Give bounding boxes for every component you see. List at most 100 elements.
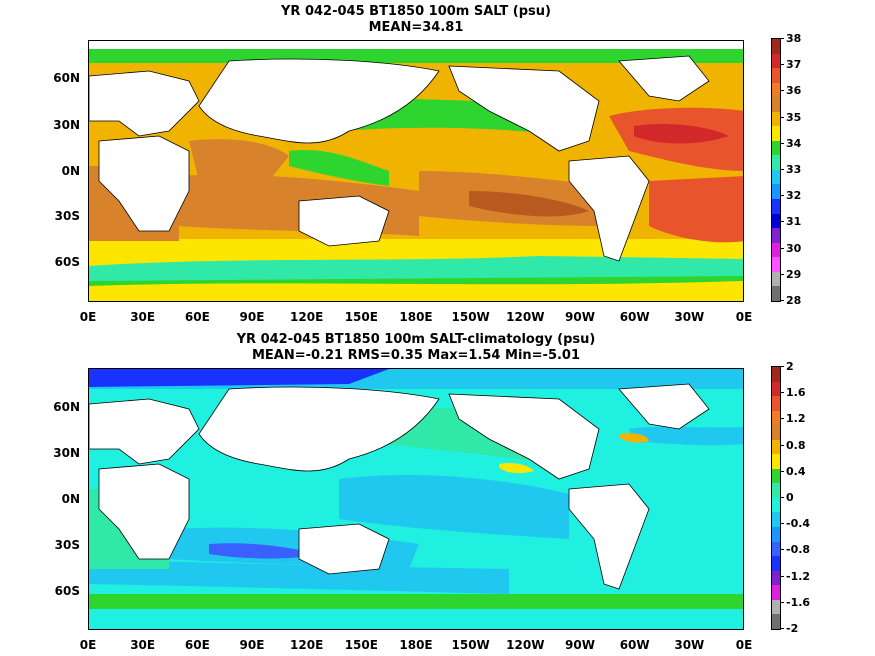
panel1-colorbar-label: 37: [786, 58, 802, 72]
panel1-xlabel: 150E: [344, 310, 378, 324]
panel2-colorbar-tick: [781, 444, 784, 446]
panel2-colorbar-tick: [781, 497, 784, 498]
panel2-ylabel-60n: 60N: [53, 400, 80, 414]
panel1-title-line2: MEAN=34.81: [368, 20, 464, 35]
panel1-xlabel: 90W: [565, 310, 595, 324]
panel1-colorbar-swatch: [772, 97, 780, 112]
panel1-colorbar-swatch: [772, 53, 780, 69]
panel2-colorbar-tick: [781, 418, 784, 420]
panel1-title: YR 042-045 BT1850 100m SALT (psu) MEAN=3…: [88, 4, 744, 36]
panel2-colorbar-swatch: [772, 570, 780, 586]
panel2-title: YR 042-045 BT1850 100m SALT-climatology …: [88, 332, 744, 364]
panel1-xlabel: 60W: [619, 310, 650, 324]
panel1-colorbar-swatch: [772, 242, 780, 258]
panel1-colorbar-tick: [781, 142, 784, 144]
panel2-colorbar-swatch: [772, 367, 780, 382]
panel1-colorbar-label: 32: [786, 189, 802, 203]
panel2-xlabel: 180E: [399, 638, 433, 652]
panel2-colorbar-label: 0.8: [786, 438, 806, 452]
panel2-xlabel: 30E: [130, 638, 156, 652]
panel1-colorbar-label: 28: [786, 294, 802, 307]
panel2-anomaly-field: [89, 369, 743, 629]
panel1-colorbar-swatch: [772, 286, 780, 301]
panel2-xlabel: 60W: [619, 638, 650, 652]
panel1-colorbar-swatch: [772, 140, 780, 156]
panel2-title-line1: YR 042-045 BT1850 100m SALT-climatology …: [236, 332, 596, 347]
panel2-colorbar-swatch: [772, 527, 780, 542]
panel1-xlabel: 150W: [451, 310, 490, 324]
panel1-xlabel: 120E: [290, 310, 324, 324]
panel2-xlabel: 90E: [239, 638, 265, 652]
panel1-colorbar-label: 33: [786, 163, 802, 176]
panel2-colorbar-tick: [781, 470, 784, 472]
panel2-xlabel: 120E: [290, 638, 324, 652]
panel1-colorbar-tick: [781, 64, 784, 66]
panel2-colorbar-tick: [781, 392, 784, 394]
panel2-colorbar-swatch: [772, 381, 780, 397]
panel1-xlabel: 0E: [735, 310, 753, 324]
panel2-colorbar-swatch: [772, 454, 780, 469]
panel1-ylabel-30n: 30N: [53, 118, 80, 132]
panel2-colorbar-label: -0.8: [786, 543, 811, 557]
panel2-colorbar-tick: [781, 628, 784, 629]
panel1-colorbar-swatch: [772, 126, 780, 141]
panel1-colorbar-swatch: [772, 184, 780, 200]
panel2-colorbar-swatch: [772, 614, 780, 629]
panel2-colorbar-label: -2: [786, 622, 799, 635]
panel2-colorbar-tick: [781, 523, 784, 525]
panel1-colorbar-label: 35: [786, 110, 802, 124]
panel1-colorbar-label: 30: [786, 241, 802, 255]
panel2-colorbar-label: -0.4: [786, 517, 811, 531]
panel2-colorbar-label: 0: [786, 491, 794, 504]
panel1-xlabel: 90E: [239, 310, 265, 324]
panel1-xlabel: 60E: [184, 310, 210, 324]
panel1-colorbar-tick: [781, 221, 784, 223]
panel2-colorbar-swatch: [772, 497, 780, 513]
panel1-colorbar-label: 38: [786, 32, 802, 45]
panel2-colorbar-swatch: [772, 396, 780, 411]
panel1-xlabel: 30E: [130, 310, 156, 324]
panel1-colorbar-tick: [781, 273, 784, 275]
panel1-colorbar-swatch: [772, 82, 780, 98]
panel2-xlabel: 90W: [565, 638, 595, 652]
panel1-colorbar-swatch: [772, 111, 780, 127]
panel2-colorbar: [771, 366, 781, 630]
panel1-colorbar: [771, 38, 781, 302]
panel2-xlabel: 150E: [344, 638, 378, 652]
panel1-salinity-field: [89, 41, 743, 301]
panel2-title-line2: MEAN=-0.21 RMS=0.35 Max=1.54 Min=-5.01: [251, 348, 581, 363]
panel1-colorbar-label: 36: [786, 84, 802, 98]
panel1-colorbar-swatch: [772, 228, 780, 243]
panel1-colorbar-swatch: [772, 271, 780, 287]
panel2-xlabel: 150W: [451, 638, 490, 652]
panel2-ylabel-60s: 60S: [54, 584, 80, 598]
panel2-colorbar-swatch: [772, 512, 780, 528]
panel2-colorbar-swatch: [772, 599, 780, 615]
panel1-colorbar-swatch: [772, 199, 780, 214]
panel2-colorbar-swatch: [772, 468, 780, 484]
panel1-xlabel: 180E: [399, 310, 433, 324]
panel2-colorbar-swatch: [772, 585, 780, 600]
panel2-xlabel: 30W: [674, 638, 705, 652]
panel1-colorbar-tick: [781, 195, 784, 197]
panel2-xlabel: 120W: [506, 638, 545, 652]
panel1-colorbar-tick: [781, 300, 784, 301]
panel1-colorbar-tick: [781, 90, 784, 92]
panel1-colorbar-tick: [781, 116, 784, 118]
panel1-colorbar-swatch: [772, 39, 780, 54]
panel2-colorbar-swatch: [772, 541, 780, 557]
panel1-colorbar-label: 29: [786, 267, 802, 281]
panel2-colorbar-label: -1.6: [786, 595, 811, 609]
panel2-colorbar-swatch: [772, 556, 780, 571]
panel1-colorbar-swatch: [772, 155, 780, 170]
panel1-colorbar-swatch: [772, 257, 780, 272]
panel1-map: [88, 40, 744, 302]
panel2-colorbar-label: 2: [786, 360, 794, 373]
panel2-xlabel: 0E: [79, 638, 97, 652]
panel2-map: [88, 368, 744, 630]
panel1-ylabel-60n: 60N: [53, 71, 80, 85]
panel2-colorbar-swatch: [772, 410, 780, 426]
panel1-colorbar-swatch: [772, 213, 780, 229]
panel2-colorbar-swatch: [772, 425, 780, 440]
panel1-ylabel-60s: 60S: [54, 255, 80, 269]
